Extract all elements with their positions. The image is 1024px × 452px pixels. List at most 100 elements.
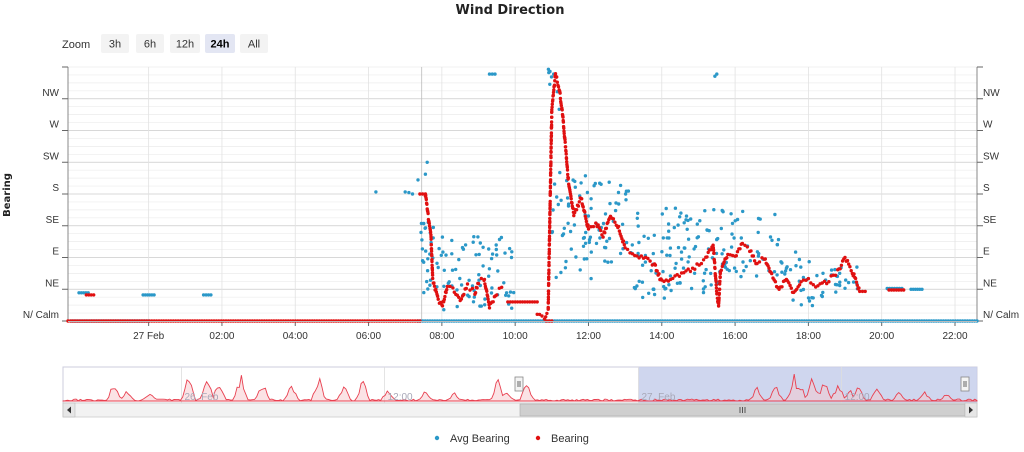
bearing-point xyxy=(717,287,722,291)
avg-bearing-point xyxy=(565,196,570,200)
bearing-point xyxy=(743,243,747,247)
legend-label: Avg Bearing xyxy=(450,433,510,445)
avg-bearing-point xyxy=(637,279,641,283)
avg-bearing-point xyxy=(425,160,429,164)
avg-bearing-point xyxy=(667,283,671,287)
avg-bearing-point xyxy=(478,304,482,308)
bearing-point xyxy=(825,281,829,286)
avg-bearing-point xyxy=(651,251,655,256)
bearing-point xyxy=(563,137,567,142)
bearing-point xyxy=(547,242,552,246)
avg-bearing-point xyxy=(756,216,761,221)
avg-bearing-point xyxy=(436,265,440,270)
bearing-point xyxy=(563,145,568,149)
avg-bearing-point xyxy=(667,229,671,233)
zoom-button-3h[interactable]: 3h xyxy=(101,34,129,53)
avg-bearing-point xyxy=(668,253,672,258)
avg-bearing-point xyxy=(620,222,625,226)
avg-bearing-point xyxy=(844,278,848,282)
zoom-button-6h[interactable]: 6h xyxy=(136,34,164,53)
y-tick-label: W xyxy=(50,120,60,131)
zoom-label: Zoom xyxy=(62,39,90,51)
avg-bearing-point xyxy=(661,269,665,274)
zoom-button-24h[interactable]: 24h xyxy=(205,34,235,53)
bearing-point xyxy=(546,305,550,310)
avg-bearing-point xyxy=(490,72,494,76)
avg-bearing-point xyxy=(730,232,734,236)
bearing-point xyxy=(639,254,643,258)
bearing-point xyxy=(677,274,682,278)
avg-bearing-point xyxy=(572,223,577,227)
avg-bearing-point xyxy=(442,268,446,272)
avg-bearing-point xyxy=(425,269,430,273)
avg-bearing-point xyxy=(701,290,706,295)
bearing-point xyxy=(445,288,449,292)
avg-bearing-point xyxy=(775,243,780,247)
avg-bearing-point xyxy=(679,257,684,261)
bearing-point xyxy=(523,300,527,304)
avg-bearing-point xyxy=(422,290,426,295)
bearing-point xyxy=(550,115,554,119)
navigator-handle-right[interactable] xyxy=(960,376,970,392)
avg-bearing-point xyxy=(428,283,432,287)
navigator[interactable]: 26. Feb 12:00 27. Feb 12:00 xyxy=(62,366,978,404)
bearing-point xyxy=(549,141,553,146)
avg-bearing-point xyxy=(455,304,459,309)
bearing-point xyxy=(635,254,639,258)
avg-bearing-point xyxy=(770,238,774,242)
avg-bearing-point xyxy=(686,237,691,241)
x-tick-label: 10:00 xyxy=(503,331,528,342)
legend-item-bearing[interactable]: Bearing xyxy=(535,433,589,445)
bearing-point xyxy=(84,293,89,297)
y-axis-right: N/ Calm NE E SE S SW W NW xyxy=(977,66,1019,322)
bearing-point xyxy=(653,263,658,267)
legend: Avg Bearing Bearing xyxy=(434,433,589,445)
legend-item-avg-bearing[interactable]: Avg Bearing xyxy=(434,433,510,445)
bearing-point xyxy=(902,288,906,292)
bearing-point xyxy=(699,261,704,266)
bearing-point xyxy=(547,247,551,251)
avg-bearing-point xyxy=(508,290,513,294)
bearing-point xyxy=(623,246,627,250)
minor-grid xyxy=(68,66,977,322)
bearing-point xyxy=(555,75,559,79)
avg-bearing-point xyxy=(660,250,664,254)
zoom-button-12h[interactable]: 12h xyxy=(170,34,200,53)
avg-bearing-point xyxy=(457,257,461,262)
navigator-handle-left[interactable] xyxy=(514,376,524,392)
avg-bearing-point xyxy=(664,206,668,211)
legend-marker-icon xyxy=(535,435,541,441)
avg-bearing-point xyxy=(768,235,773,239)
bearing-point xyxy=(581,205,585,209)
scrollbar[interactable] xyxy=(62,402,978,418)
avg-bearing-point xyxy=(652,292,657,297)
bearing-point xyxy=(572,213,576,218)
bearing-point xyxy=(573,210,577,215)
bearing-point xyxy=(549,155,553,160)
avg-bearing-point xyxy=(423,226,428,230)
avg-bearing-point xyxy=(562,226,566,230)
bearing-point xyxy=(571,206,575,211)
avg-bearing-point xyxy=(838,271,842,275)
avg-bearing-point xyxy=(739,236,743,240)
bearing-point xyxy=(591,224,596,229)
bearing-point xyxy=(547,270,551,275)
avg-bearing-point xyxy=(494,247,498,252)
bearing-point xyxy=(553,79,557,83)
avg-bearing-point xyxy=(686,218,690,223)
avg-bearing-point xyxy=(783,269,788,273)
bearing-point xyxy=(436,297,440,301)
avg-bearing-point xyxy=(678,215,682,219)
avg-bearing-point xyxy=(646,236,650,240)
bearing-point xyxy=(849,269,853,273)
avg-bearing-point xyxy=(489,291,494,295)
avg-bearing-point xyxy=(599,182,603,186)
bearing-point xyxy=(426,211,430,216)
avg-bearing-point xyxy=(838,280,842,284)
avg-bearing-point xyxy=(490,286,494,290)
bearing-point xyxy=(457,295,461,299)
avg-bearing-point xyxy=(419,230,423,235)
avg-bearing-point xyxy=(669,288,673,293)
zoom-button-all[interactable]: All xyxy=(240,34,268,53)
y-tick-label: SW xyxy=(983,151,1000,162)
